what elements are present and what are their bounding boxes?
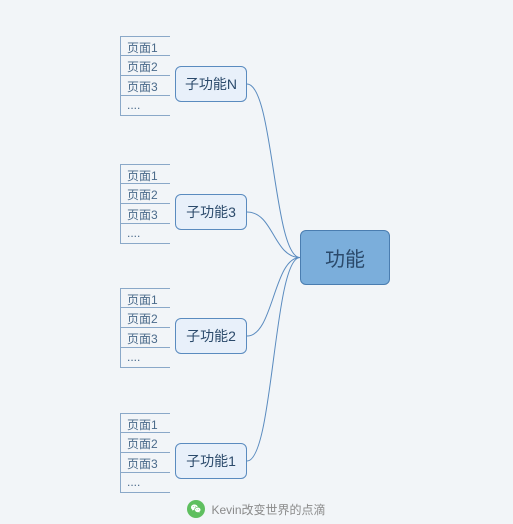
caption-footer: Kevin改变世界的点滴 bbox=[0, 500, 513, 518]
leaf-node: 页面1 bbox=[120, 288, 170, 308]
edge-layer bbox=[0, 0, 513, 524]
leaf-node: .... bbox=[120, 473, 170, 493]
root-node: 功能 bbox=[300, 230, 390, 285]
leaf-node: 页面2 bbox=[120, 56, 170, 76]
leaf-node: .... bbox=[120, 224, 170, 244]
leaf-node: 页面2 bbox=[120, 184, 170, 204]
wechat-icon bbox=[187, 500, 205, 518]
leaf-node: 页面3 bbox=[120, 453, 170, 473]
caption-text: Kevin改变世界的点滴 bbox=[211, 501, 325, 518]
leaf-node: .... bbox=[120, 96, 170, 116]
sub-node: 子功能N bbox=[175, 66, 247, 102]
leaf-node: 页面1 bbox=[120, 164, 170, 184]
leaf-node: 页面3 bbox=[120, 328, 170, 348]
leaf-node: 页面2 bbox=[120, 308, 170, 328]
sub-node: 子功能3 bbox=[175, 194, 247, 230]
leaf-node: 页面3 bbox=[120, 204, 170, 224]
leaf-node: 页面1 bbox=[120, 36, 170, 56]
leaf-node: 页面3 bbox=[120, 76, 170, 96]
leaf-node: 页面2 bbox=[120, 433, 170, 453]
leaf-node: 页面1 bbox=[120, 413, 170, 433]
sub-node: 子功能1 bbox=[175, 443, 247, 479]
sub-node: 子功能2 bbox=[175, 318, 247, 354]
leaf-node: .... bbox=[120, 348, 170, 368]
